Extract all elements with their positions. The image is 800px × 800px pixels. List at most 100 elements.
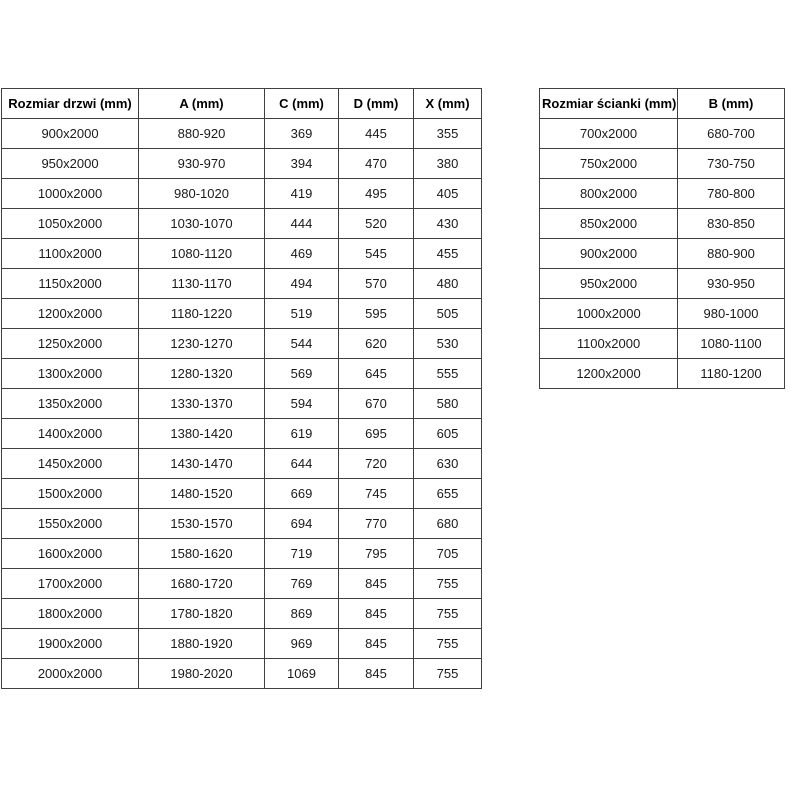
table-cell: 430 xyxy=(413,208,482,239)
table-cell: 1380-1420 xyxy=(138,418,265,449)
table-cell: 1880-1920 xyxy=(138,628,265,659)
table-row: 1250x2000 1230-1270 544 620 530 xyxy=(1,328,482,359)
table-cell: 680 xyxy=(413,508,482,539)
table-cell: 445 xyxy=(338,118,414,149)
table-cell: 580 xyxy=(413,388,482,419)
table-cell: 680-700 xyxy=(677,118,785,149)
column-header: C (mm) xyxy=(264,88,339,119)
door-size-table: Rozmiar drzwi (mm) A (mm) C (mm) D (mm) X (m… xyxy=(1,88,482,689)
table-row: 1600x2000 1580-1620 719 795 705 xyxy=(1,538,482,569)
table-cell: 1980-2020 xyxy=(138,658,265,689)
table-cell: 620 xyxy=(338,328,414,359)
wall-table-body: 700x2000 680-700 750x2000 730-750 800x2000 78… xyxy=(539,118,785,389)
table-cell: 1069 xyxy=(264,658,339,689)
header-row: Rozmiar drzwi (mm) A (mm) C (mm) D (mm) X (m… xyxy=(1,88,482,119)
table-cell: 720 xyxy=(338,448,414,479)
table-cell: 369 xyxy=(264,118,339,149)
table-cell: 455 xyxy=(413,238,482,269)
door-table-body: 900x2000 880-920 369 445 355 950x2000 930-970 3… xyxy=(1,118,482,689)
table-cell: 519 xyxy=(264,298,339,329)
table-row: 1800x2000 1780-1820 869 845 755 xyxy=(1,598,482,629)
table-cell: 655 xyxy=(413,478,482,509)
table-cell: 1230-1270 xyxy=(138,328,265,359)
table-cell: 750x2000 xyxy=(539,148,678,179)
table-row: 1100x2000 1080-1100 xyxy=(539,328,785,359)
table-row: 1400x2000 1380-1420 619 695 605 xyxy=(1,418,482,449)
table-cell: 630 xyxy=(413,448,482,479)
table-cell: 1580-1620 xyxy=(138,538,265,569)
table-row: 1300x2000 1280-1320 569 645 555 xyxy=(1,358,482,389)
table-cell: 555 xyxy=(413,358,482,389)
table-cell: 1150x2000 xyxy=(1,268,139,299)
table-cell: 845 xyxy=(338,658,414,689)
table-cell: 869 xyxy=(264,598,339,629)
table-row: 1100x2000 1080-1120 469 545 455 xyxy=(1,238,482,269)
table-row: 1450x2000 1430-1470 644 720 630 xyxy=(1,448,482,479)
table-cell: 470 xyxy=(338,148,414,179)
table-cell: 669 xyxy=(264,478,339,509)
table-cell: 469 xyxy=(264,238,339,269)
table-cell: 719 xyxy=(264,538,339,569)
table-cell: 700x2000 xyxy=(539,118,678,149)
table-cell: 930-950 xyxy=(677,268,785,299)
table-cell: 1350x2000 xyxy=(1,388,139,419)
table-cell: 705 xyxy=(413,538,482,569)
table-cell: 545 xyxy=(338,238,414,269)
table-cell: 830-850 xyxy=(677,208,785,239)
table-cell: 845 xyxy=(338,598,414,629)
table-cell: 694 xyxy=(264,508,339,539)
table-cell: 730-750 xyxy=(677,148,785,179)
table-cell: 770 xyxy=(338,508,414,539)
table-row: 750x2000 730-750 xyxy=(539,148,785,179)
table-cell: 619 xyxy=(264,418,339,449)
table-row: 1500x2000 1480-1520 669 745 655 xyxy=(1,478,482,509)
door-table-header: Rozmiar drzwi (mm) A (mm) C (mm) D (mm) X (m… xyxy=(1,88,482,119)
table-cell: 530 xyxy=(413,328,482,359)
column-header: D (mm) xyxy=(338,88,414,119)
table-cell: 1680-1720 xyxy=(138,568,265,599)
table-cell: 480 xyxy=(413,268,482,299)
table-cell: 1780-1820 xyxy=(138,598,265,629)
table-cell: 1530-1570 xyxy=(138,508,265,539)
table-cell: 1300x2000 xyxy=(1,358,139,389)
table-cell: 755 xyxy=(413,658,482,689)
table-cell: 1450x2000 xyxy=(1,448,139,479)
table-cell: 645 xyxy=(338,358,414,389)
table-row: 1900x2000 1880-1920 969 845 755 xyxy=(1,628,482,659)
column-header: A (mm) xyxy=(138,88,265,119)
table-row: 900x2000 880-900 xyxy=(539,238,785,269)
table-cell: 1050x2000 xyxy=(1,208,139,239)
table-row: 1700x2000 1680-1720 769 845 755 xyxy=(1,568,482,599)
table-cell: 505 xyxy=(413,298,482,329)
table-row: 1000x2000 980-1020 419 495 405 xyxy=(1,178,482,209)
table-cell: 755 xyxy=(413,628,482,659)
table-cell: 605 xyxy=(413,418,482,449)
table-cell: 1130-1170 xyxy=(138,268,265,299)
table-cell: 1200x2000 xyxy=(539,358,678,389)
table-cell: 950x2000 xyxy=(1,148,139,179)
table-cell: 845 xyxy=(338,628,414,659)
table-row: 2000x2000 1980-2020 1069 845 755 xyxy=(1,658,482,689)
table-cell: 880-900 xyxy=(677,238,785,269)
table-cell: 1500x2000 xyxy=(1,478,139,509)
table-row: 700x2000 680-700 xyxy=(539,118,785,149)
table-cell: 1480-1520 xyxy=(138,478,265,509)
table-cell: 1100x2000 xyxy=(539,328,678,359)
table-cell: 1430-1470 xyxy=(138,448,265,479)
table-cell: 594 xyxy=(264,388,339,419)
table-cell: 670 xyxy=(338,388,414,419)
table-cell: 769 xyxy=(264,568,339,599)
table-row: 850x2000 830-850 xyxy=(539,208,785,239)
table-cell: 1800x2000 xyxy=(1,598,139,629)
table-row: 950x2000 930-970 394 470 380 xyxy=(1,148,482,179)
table-cell: 569 xyxy=(264,358,339,389)
table-cell: 644 xyxy=(264,448,339,479)
table-cell: 495 xyxy=(338,178,414,209)
table-cell: 900x2000 xyxy=(539,238,678,269)
table-cell: 1080-1120 xyxy=(138,238,265,269)
table-cell: 1080-1100 xyxy=(677,328,785,359)
table-row: 1000x2000 980-1000 xyxy=(539,298,785,329)
table-cell: 1200x2000 xyxy=(1,298,139,329)
wall-table-header: Rozmiar ścianki (mm) B (mm) xyxy=(539,88,785,119)
